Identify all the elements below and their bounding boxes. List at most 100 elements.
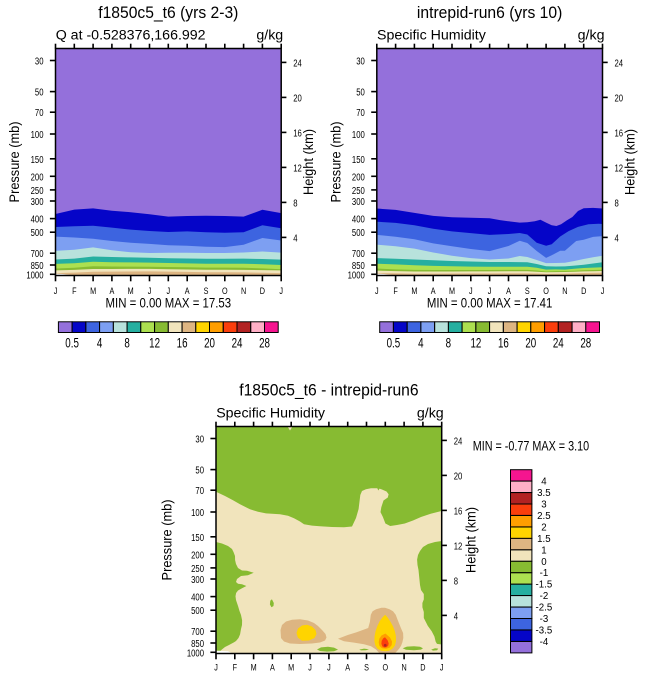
svg-text:M: M [128,285,134,296]
svg-text:D: D [420,662,425,673]
svg-text:A: A [431,285,436,296]
svg-text:Q at -0.528376,166.992: Q at -0.528376,166.992 [56,28,206,44]
svg-text:700: 700 [31,248,44,259]
svg-text:1.5: 1.5 [537,534,551,545]
svg-text:S: S [525,285,530,296]
svg-text:30: 30 [35,55,44,66]
svg-text:M: M [90,285,96,296]
svg-text:4: 4 [541,476,547,487]
svg-text:24: 24 [454,435,463,446]
svg-text:150: 150 [31,154,44,165]
svg-text:150: 150 [191,532,204,543]
svg-text:30: 30 [195,433,204,444]
svg-text:400: 400 [352,214,365,225]
svg-text:24: 24 [293,57,302,68]
svg-text:200: 200 [31,171,44,182]
svg-text:150: 150 [352,154,365,165]
svg-text:50: 50 [356,87,365,98]
svg-text:F: F [393,285,397,296]
svg-text:70: 70 [195,485,204,496]
svg-text:1000: 1000 [26,269,43,280]
svg-text:g/kg: g/kg [578,28,605,44]
svg-text:12: 12 [615,162,624,173]
svg-text:g/kg: g/kg [417,405,444,421]
svg-text:24: 24 [615,57,624,68]
svg-text:12: 12 [454,540,463,551]
svg-text:100: 100 [352,129,365,140]
svg-text:2: 2 [541,522,547,533]
svg-text:500: 500 [31,227,44,238]
svg-text:12: 12 [293,162,302,173]
svg-text:8: 8 [293,197,297,208]
svg-text:J: J [601,285,605,296]
svg-text:4: 4 [97,336,103,351]
svg-text:Height (km): Height (km) [463,507,478,573]
svg-text:30: 30 [356,55,365,66]
svg-text:1000: 1000 [348,269,365,280]
svg-text:A: A [345,662,350,673]
svg-text:850: 850 [352,260,365,271]
svg-text:12: 12 [470,336,481,351]
svg-text:-3: -3 [540,614,549,625]
svg-text:850: 850 [31,260,44,271]
svg-text:50: 50 [195,465,204,476]
svg-text:O: O [222,285,228,296]
svg-text:J: J [327,662,331,673]
svg-text:200: 200 [352,171,365,182]
svg-text:500: 500 [191,605,204,616]
svg-text:Specific Humidity: Specific Humidity [377,28,487,44]
svg-text:Pressure (mb): Pressure (mb) [159,500,174,581]
svg-text:16: 16 [454,505,463,516]
svg-text:200: 200 [191,549,204,560]
svg-text:f1850c5_t6 (yrs 2-3): f1850c5_t6 (yrs 2-3) [98,3,238,21]
svg-text:J: J [148,285,152,296]
svg-text:700: 700 [352,248,365,259]
svg-text:O: O [382,662,388,673]
svg-text:16: 16 [177,336,188,351]
svg-text:8: 8 [124,336,130,351]
svg-text:Pressure (mb): Pressure (mb) [7,122,22,203]
svg-text:850: 850 [191,638,204,649]
svg-text:O: O [543,285,549,296]
svg-text:250: 250 [352,185,365,196]
svg-text:MIN = 0.00 MAX = 17.53: MIN = 0.00 MAX = 17.53 [106,294,232,310]
svg-text:20: 20 [204,336,215,351]
svg-text:20: 20 [293,92,302,103]
svg-text:0.5: 0.5 [387,336,401,351]
svg-text:16: 16 [615,127,624,138]
svg-text:N: N [562,285,567,296]
svg-text:MIN = -0.77 MAX = 3.10: MIN = -0.77 MAX = 3.10 [473,438,590,453]
svg-text:12: 12 [149,336,160,351]
svg-text:J: J [279,285,283,296]
svg-text:3.5: 3.5 [537,488,551,499]
svg-text:300: 300 [191,574,204,585]
svg-text:N: N [241,285,246,296]
svg-text:-2.5: -2.5 [536,602,553,613]
svg-text:M: M [251,662,257,673]
svg-text:100: 100 [31,129,44,140]
svg-text:J: J [214,662,218,673]
svg-text:16: 16 [498,336,509,351]
svg-text:S: S [204,285,209,296]
svg-text:2.5: 2.5 [537,511,551,522]
svg-text:F: F [233,662,237,673]
svg-text:J: J [166,285,170,296]
svg-text:0: 0 [541,557,547,568]
svg-text:-4: -4 [540,637,549,648]
svg-text:J: J [488,285,492,296]
svg-text:400: 400 [31,214,44,225]
svg-text:A: A [506,285,511,296]
svg-text:1000: 1000 [187,647,204,658]
svg-text:4: 4 [418,336,424,351]
svg-text:70: 70 [356,107,365,118]
svg-text:J: J [54,285,58,296]
svg-text:J: J [375,285,379,296]
svg-text:24: 24 [553,336,564,351]
svg-text:50: 50 [35,87,44,98]
svg-text:g/kg: g/kg [256,28,283,44]
svg-text:M: M [288,662,294,673]
svg-text:8: 8 [454,575,458,586]
svg-text:Specific Humidity: Specific Humidity [216,405,326,421]
svg-text:D: D [581,285,586,296]
svg-text:M: M [449,285,455,296]
